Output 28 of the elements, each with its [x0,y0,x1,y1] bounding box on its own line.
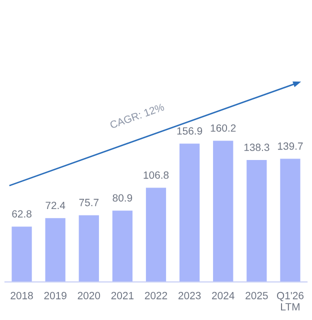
data-label: 160.2 [210,124,236,132]
data-label: 62.8 [12,210,32,218]
x-tick-label: 2022 [144,292,168,300]
data-label: 80.9 [112,194,132,202]
data-label: 138.3 [244,144,270,152]
x-tick-label: 2024 [212,292,234,300]
bar [213,140,234,282]
bar [112,210,133,282]
data-label: 139.7 [278,142,303,150]
data-label: 72.4 [46,202,66,210]
bar [179,144,200,282]
bar [146,188,166,282]
x-tick-label: 2023 [178,292,201,300]
bar [12,226,32,282]
text: CAGR: 12% [110,103,165,129]
x-tick-label: Q1'26 LTM [276,292,304,310]
data-label: 156.9 [177,127,202,135]
x-tick-label: 2025 [246,292,268,300]
data-label: 75.7 [79,198,98,206]
bar [280,158,300,282]
x-tick-label: 2018 [10,292,33,300]
x-tick-label: 2020 [78,292,100,300]
x-tick-label: 2019 [44,292,66,300]
data-label: 106.8 [144,171,169,179]
bar [78,215,99,282]
bar [246,160,267,282]
x-tick-label: 2021 [111,292,134,300]
bar [45,218,66,282]
